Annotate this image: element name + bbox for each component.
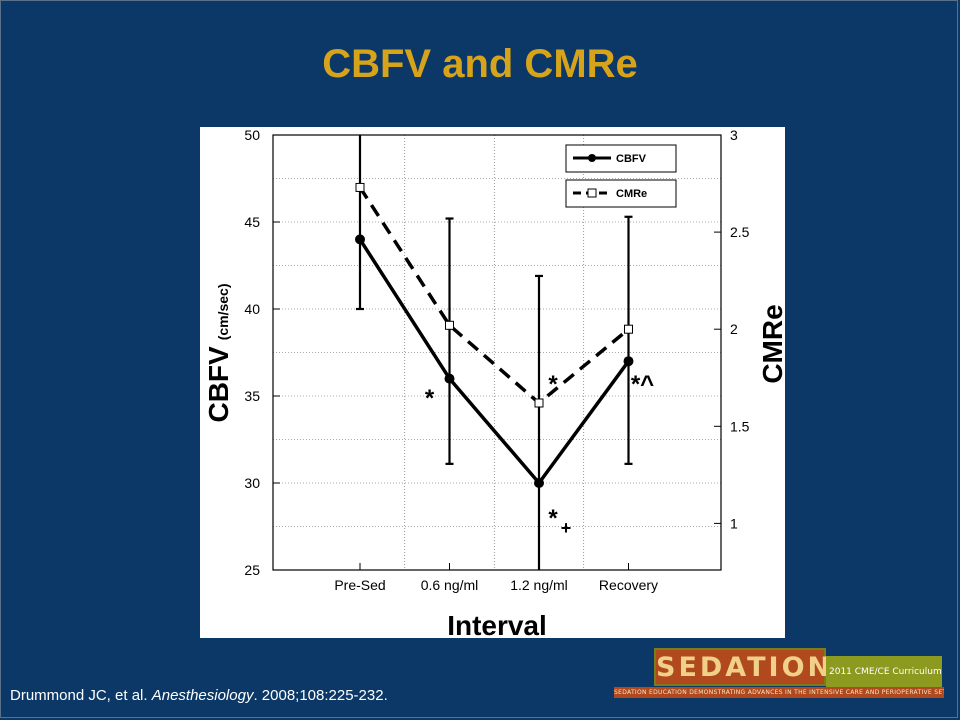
significance-marker: *	[548, 505, 558, 532]
legend-marker-cmre	[587, 188, 597, 198]
y-tick-label: 45	[244, 214, 260, 230]
annotation-layer: *** +*^	[425, 371, 654, 538]
y-axis-label-group: CBFV (cm/sec)	[203, 283, 234, 422]
legend-label-cbfv: CBFV	[616, 153, 647, 165]
y2-tick-label: 1.5	[730, 418, 750, 434]
y-axis-label: CBFV (cm/sec)	[203, 283, 234, 422]
x-tick-label: 1.2 ng/ml	[510, 577, 568, 593]
series-line-cmre	[358, 186, 630, 406]
y2-tick-label: 2.5	[730, 224, 750, 240]
tick-layer: 25 30 35 40 45 50 1 1.5 2 2.5 3 Pre-Sed 0.6 ng/ml 1.2…	[244, 127, 749, 593]
y2-tick-label: 2	[730, 321, 738, 337]
plot-frame	[272, 134, 722, 571]
y-tick-label: 35	[244, 388, 260, 404]
y-axis-label-unit: (cm/sec)	[215, 283, 231, 340]
marker-cmre	[624, 324, 633, 334]
x-tick-label: Recovery	[599, 577, 658, 593]
series-layer	[355, 135, 634, 570]
significance-sub-marker: +	[561, 518, 572, 538]
legend-box-cmre	[565, 179, 677, 208]
x-tick-label: Pre-Sed	[334, 577, 385, 593]
y-tick-label: 25	[244, 562, 260, 578]
legend-label-cmre: CMRe	[616, 188, 647, 200]
marker-cbfv	[534, 478, 544, 488]
logo-side: 2011 CME/CE Curriculum	[826, 656, 942, 688]
y-tick-label: 30	[244, 475, 260, 491]
significance-marker: *^	[631, 371, 654, 398]
marker-cbfv	[355, 234, 365, 245]
chart-panel: 25 30 35 40 45 50 1 1.5 2 2.5 3 Pre-Sed 0.6 ng/ml 1.2…	[200, 127, 785, 638]
slide-title: CBFV and CMRe	[322, 42, 638, 86]
marker-cmre	[445, 320, 454, 330]
marker-cbfv	[444, 373, 455, 384]
y2-tick-label: 3	[730, 127, 738, 143]
significance-marker: *	[548, 371, 558, 398]
citation-details: . 2008;108:225-232.	[253, 687, 388, 704]
marker-cmre	[355, 182, 365, 192]
y-tick-label: 50	[244, 127, 260, 143]
legend-marker-cbfv	[588, 154, 596, 162]
x-tick-label: 0.6 ng/ml	[421, 577, 479, 593]
citation-journal: Anesthesiology	[151, 687, 254, 704]
marker-cmre	[534, 398, 544, 408]
legend: CBFV CMRe	[565, 144, 677, 208]
series-line-cbfv	[358, 238, 630, 486]
logo-main: SEDATION™	[654, 648, 860, 686]
x-axis-label: Interval	[447, 610, 547, 638]
citation: Drummond JC, et al. Anesthesiology. 2008…	[10, 687, 388, 704]
y2-tick-label: 1	[730, 515, 738, 531]
logo-strip: SEDATION EDUCATION DEMONSTRATING ADVANCE…	[614, 687, 944, 698]
y2-axis-label: CMRe	[757, 304, 785, 383]
y-axis-label-main: CBFV	[203, 346, 234, 423]
significance-marker: *	[425, 385, 435, 412]
y2-axis-label-group: CMRe	[757, 304, 785, 383]
sedation-logo: SEDATION™ 2011 CME/CE Curriculum SEDATIO…	[614, 648, 944, 700]
citation-authors: Drummond JC, et al.	[10, 687, 148, 704]
cbfv-cmre-chart: 25 30 35 40 45 50 1 1.5 2 2.5 3 Pre-Sed 0.6 ng/ml 1.2…	[203, 127, 785, 638]
y-tick-label: 40	[244, 301, 260, 317]
marker-cbfv	[623, 356, 634, 367]
